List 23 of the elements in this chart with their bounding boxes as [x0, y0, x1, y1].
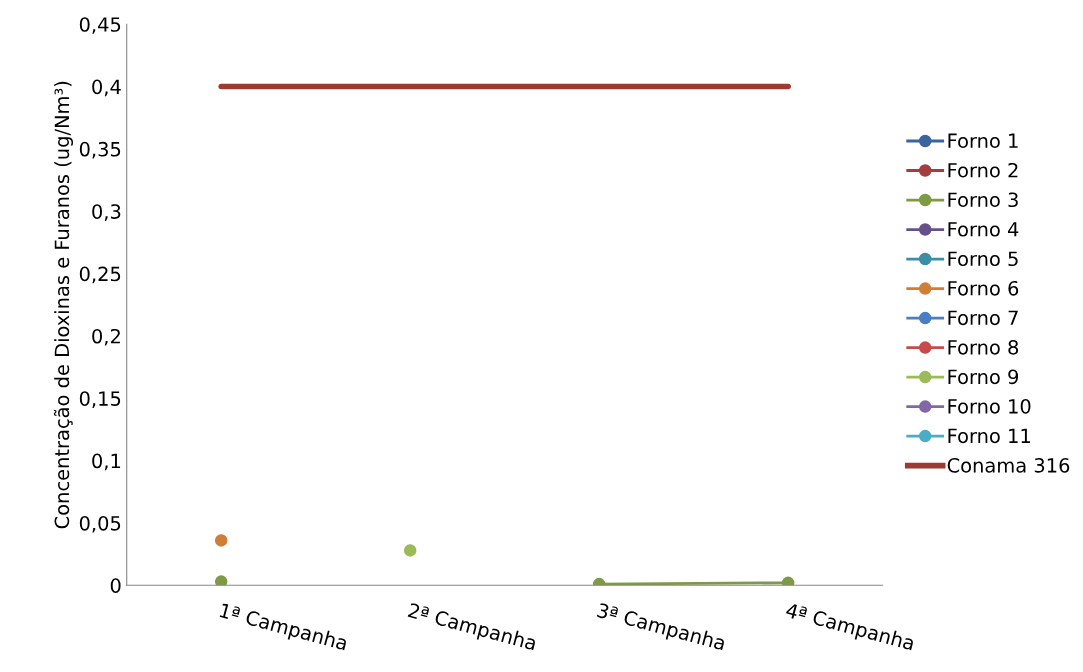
- y-tick-label: 0,3: [92, 204, 121, 221]
- y-tick-label: 0,4: [92, 79, 121, 97]
- legend-label: Conama 316: [947, 458, 1070, 473]
- legend-label: Forno 5: [948, 251, 1018, 267]
- y-tick-label: 0,1: [92, 453, 121, 471]
- y-tick-label: 0,35: [79, 141, 121, 159]
- legend-label: Forno 2: [948, 162, 1018, 178]
- legend-label: Forno 10: [948, 398, 1031, 414]
- legend-label: Forno 4: [948, 222, 1019, 237]
- y-tick-label: 0,05: [79, 515, 121, 533]
- y-tick-label: 0,2: [92, 328, 120, 346]
- y-tick-label: 0,45: [79, 17, 121, 34]
- y-tick-label: 0,25: [79, 266, 121, 284]
- legend-label: Forno 11: [948, 428, 1030, 444]
- legend-label: Forno 6: [948, 280, 1019, 296]
- legend-label: Forno 7: [948, 310, 1018, 326]
- legend-label: Forno 9: [948, 369, 1019, 385]
- legend-label: Forno 8: [948, 339, 1019, 355]
- legend-label: Forno 3: [948, 192, 1018, 208]
- y-tick-label: 0: [110, 578, 121, 593]
- legend-label: Forno 1: [948, 133, 1018, 149]
- y-tick-label: 0,15: [79, 391, 121, 408]
- y-axis-title: Concentração de Dioxinas e Furanos (ug/Nm³): [53, 81, 73, 529]
